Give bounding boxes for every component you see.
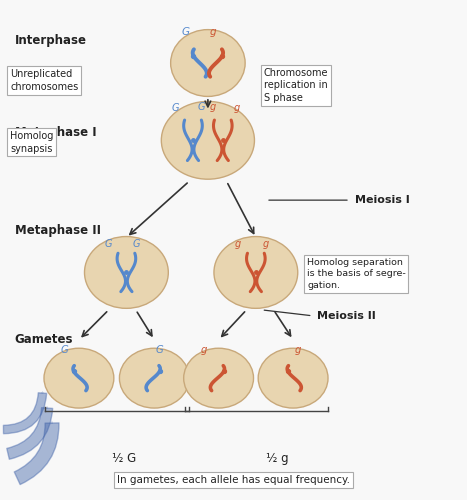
Text: Meiosis I: Meiosis I — [354, 195, 409, 205]
Text: ½ G: ½ G — [112, 452, 136, 465]
Text: g: g — [209, 102, 216, 113]
Ellipse shape — [258, 348, 328, 408]
Text: G: G — [197, 102, 205, 113]
Text: ½ g: ½ g — [266, 452, 289, 465]
Text: G: G — [60, 345, 68, 355]
Text: Gametes: Gametes — [14, 334, 73, 346]
FancyArrowPatch shape — [3, 392, 47, 434]
Ellipse shape — [85, 236, 168, 308]
FancyArrowPatch shape — [14, 422, 59, 484]
Text: G: G — [182, 27, 190, 37]
Text: Homolog
synapsis: Homolog synapsis — [10, 131, 53, 154]
Text: G: G — [155, 345, 163, 355]
Ellipse shape — [214, 236, 298, 308]
Text: G: G — [133, 238, 141, 248]
Text: Interphase: Interphase — [14, 34, 87, 47]
Text: g: g — [200, 345, 207, 355]
Text: In gametes, each allele has equal frequency.: In gametes, each allele has equal freque… — [117, 476, 350, 486]
Text: Meiosis II: Meiosis II — [317, 311, 376, 321]
Ellipse shape — [184, 348, 254, 408]
Text: Metaphase II: Metaphase II — [14, 224, 101, 236]
Ellipse shape — [120, 348, 189, 408]
Text: Homolog separation
is the basis of segre-
gation.: Homolog separation is the basis of segre… — [307, 258, 406, 290]
Ellipse shape — [170, 30, 245, 96]
Text: Metaphase I: Metaphase I — [14, 126, 96, 140]
Text: Unreplicated
chromosomes: Unreplicated chromosomes — [10, 69, 78, 92]
Text: g: g — [263, 238, 269, 248]
Ellipse shape — [161, 102, 255, 179]
Text: g: g — [234, 104, 240, 114]
Ellipse shape — [44, 348, 114, 408]
Text: g: g — [210, 27, 217, 37]
Text: G: G — [105, 238, 113, 248]
Text: g: g — [235, 238, 241, 248]
Text: Chromosome
replication in
S phase: Chromosome replication in S phase — [264, 68, 328, 104]
Text: G: G — [171, 104, 179, 114]
Text: g: g — [295, 345, 301, 355]
FancyArrowPatch shape — [7, 408, 53, 459]
